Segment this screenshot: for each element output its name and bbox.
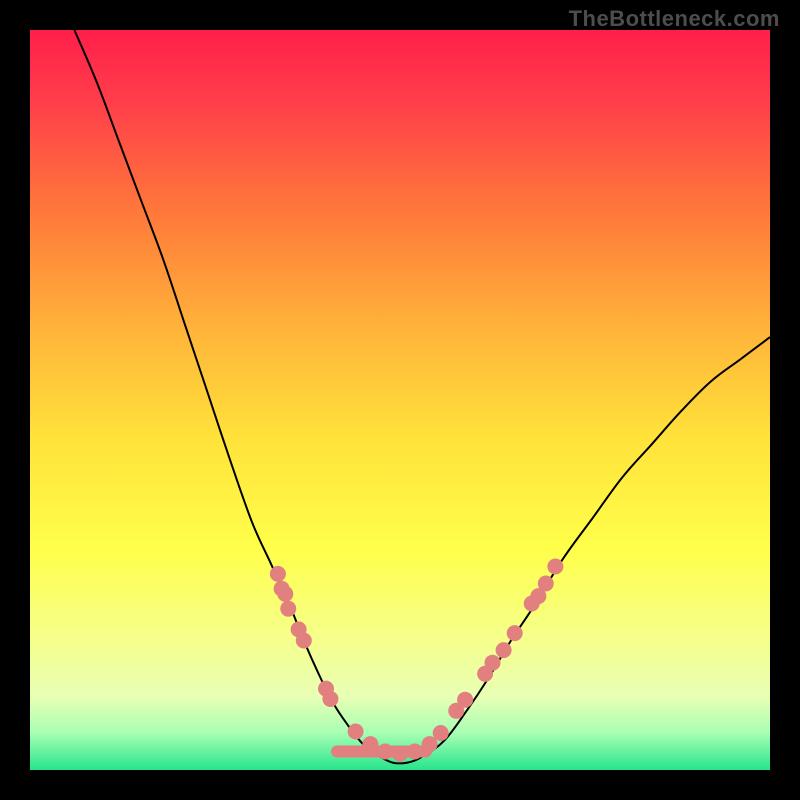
scatter-point bbox=[277, 586, 293, 602]
scatter-point bbox=[538, 576, 554, 592]
scatter-point bbox=[377, 744, 393, 760]
scatter-point bbox=[392, 746, 408, 762]
chart-frame: TheBottleneck.com bbox=[0, 0, 800, 800]
scatter-point bbox=[280, 601, 296, 617]
scatter-point bbox=[407, 744, 423, 760]
scatter-point bbox=[322, 691, 338, 707]
plot-svg bbox=[30, 30, 770, 770]
plot-area bbox=[30, 30, 770, 770]
scatter-point bbox=[433, 725, 449, 741]
scatter-point bbox=[296, 633, 312, 649]
gradient-background bbox=[30, 30, 770, 770]
scatter-point bbox=[547, 559, 563, 575]
scatter-point bbox=[348, 724, 364, 740]
watermark-text: TheBottleneck.com bbox=[569, 6, 780, 32]
scatter-point bbox=[457, 692, 473, 708]
scatter-point bbox=[507, 625, 523, 641]
scatter-point bbox=[496, 642, 512, 658]
scatter-point bbox=[362, 736, 378, 752]
scatter-point bbox=[270, 566, 286, 582]
scatter-point bbox=[485, 655, 501, 671]
